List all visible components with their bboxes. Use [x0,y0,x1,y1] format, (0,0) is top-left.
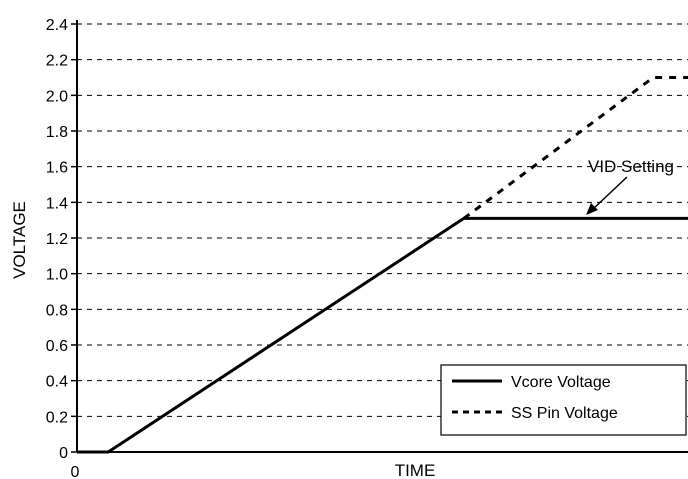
y-axis-title: VOLTAGE [10,201,29,279]
y-tick-label-7: 1.4 [46,195,68,212]
y-tick-label-5: 1.0 [46,267,68,284]
grid-lines [77,24,688,416]
y-tick-label-6: 1.2 [46,231,68,248]
legend-label-ss: SS Pin Voltage [511,405,618,422]
legend-label-vcore: Vcore Voltage [511,374,611,391]
y-tick-label-2: 0.4 [46,374,68,391]
annotation-arrow [592,177,627,210]
y-tick-label-8: 1.6 [46,160,68,177]
annotation-text: VID Setting [588,157,674,176]
annotation-arrowhead [586,203,598,215]
y-tick-label-0: 0 [59,445,68,462]
annotation-vid-setting: VID Setting [586,157,674,215]
y-tick-label-10: 2.0 [46,88,68,105]
x-axis-title: TIME [395,461,436,479]
y-tick-label-12: 2.4 [46,17,68,34]
y-tick-label-11: 2.2 [46,53,68,70]
y-tick-label-4: 0.8 [46,302,68,319]
y-tick-labels: 0 0.2 0.4 0.6 0.8 1.0 1.2 1.4 1.6 1.8 2.0 2.2 2.4 [46,17,68,462]
y-tick-label-1: 0.2 [46,409,68,426]
legend: Vcore Voltage SS Pin Voltage [441,365,686,435]
series-line-ss-pin [464,78,688,219]
y-tick-label-9: 1.8 [46,124,68,141]
y-tick-label-3: 0.6 [46,338,68,355]
x-tick-label-0: 0 [71,464,80,479]
